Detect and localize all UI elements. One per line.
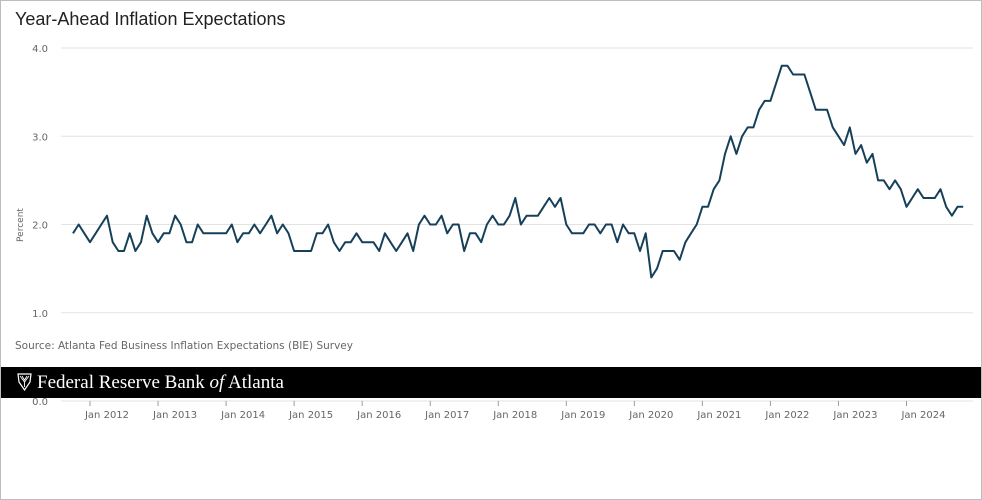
x-tick-label: Jan 2023 bbox=[832, 410, 877, 421]
x-tick-label: Jan 2014 bbox=[220, 410, 265, 421]
y-tick-label: 1.0 bbox=[32, 309, 48, 320]
source-note: Source: Atlanta Fed Business Inflation E… bbox=[15, 340, 353, 352]
brand-banner: Federal Reserve Bank of Atlanta bbox=[1, 367, 981, 398]
x-tick-label: Jan 2013 bbox=[152, 410, 197, 421]
y-tick-label: 3.0 bbox=[32, 132, 48, 143]
x-tick-label: Jan 2018 bbox=[492, 410, 537, 421]
y-tick-label: 0.0 bbox=[32, 397, 48, 408]
eagle-shield-icon bbox=[17, 373, 32, 391]
x-tick-label: Jan 2021 bbox=[696, 410, 741, 421]
series-line bbox=[72, 64, 964, 279]
x-tick-label: Jan 2024 bbox=[900, 410, 945, 421]
y-tick-label: 2.0 bbox=[32, 221, 48, 232]
x-tick-label: Jan 2020 bbox=[628, 410, 673, 421]
x-tick-label: Jan 2012 bbox=[84, 410, 129, 421]
x-tick-label: Jan 2015 bbox=[288, 410, 333, 421]
y-axis-title: Percent bbox=[16, 208, 26, 242]
brand-name-part1: Federal Reserve Bank bbox=[37, 372, 210, 393]
brand-name-italic: of bbox=[209, 372, 225, 393]
chart-title: Year-Ahead Inflation Expectations bbox=[15, 9, 286, 29]
x-tick-label: Jan 2019 bbox=[560, 410, 605, 421]
brand-name: Federal Reserve Bank of Atlanta bbox=[37, 372, 284, 394]
y-tick-label: 4.0 bbox=[32, 44, 48, 55]
x-tick-label: Jan 2022 bbox=[764, 410, 809, 421]
x-tick-label: Jan 2016 bbox=[356, 410, 401, 421]
brand-name-part2: Atlanta bbox=[224, 372, 284, 393]
x-tick-label: Jan 2017 bbox=[424, 410, 469, 421]
